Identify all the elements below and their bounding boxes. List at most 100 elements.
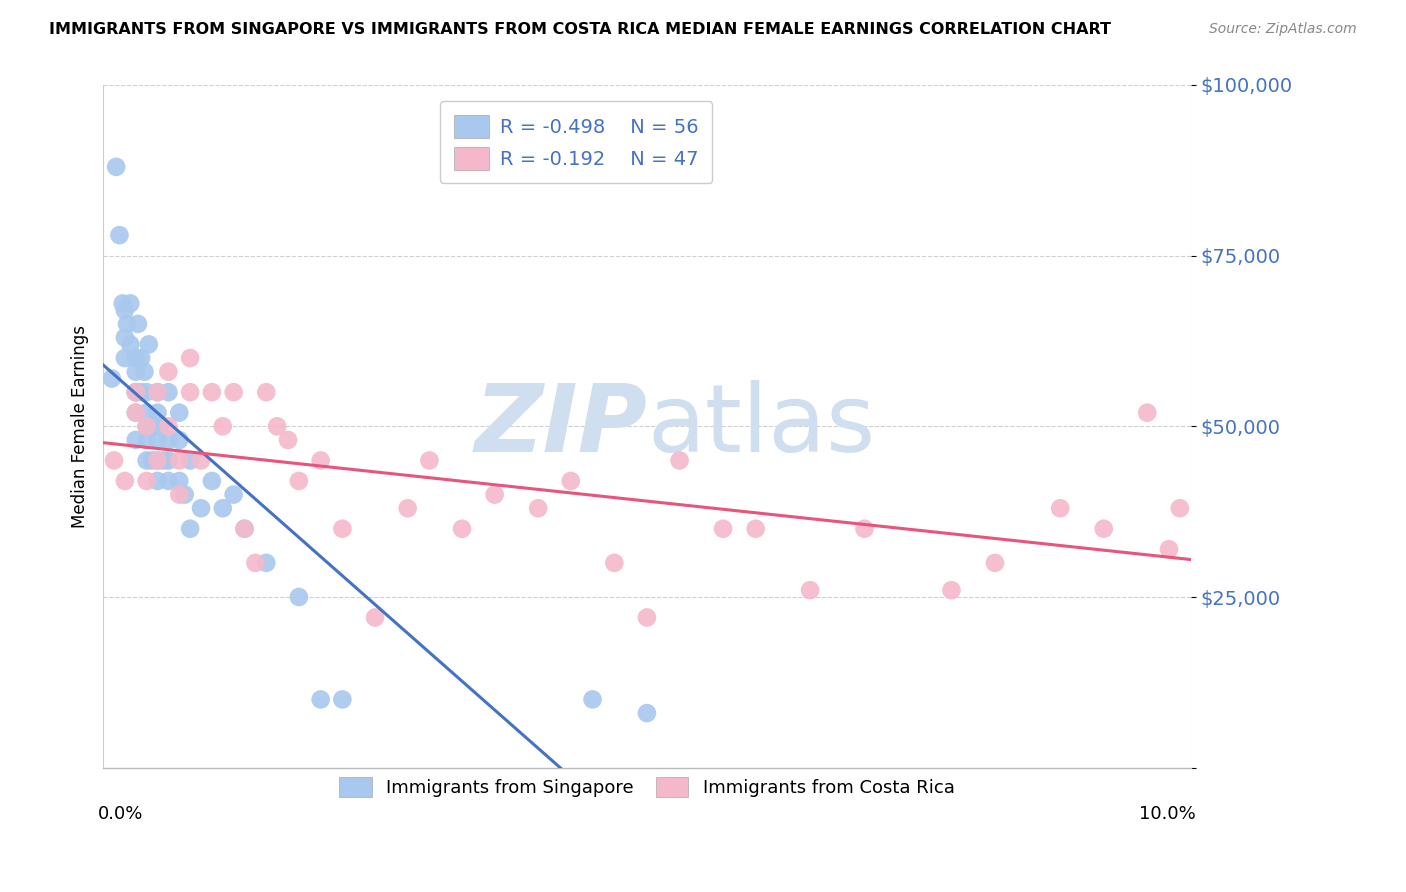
Point [125,406,148,420]
Point [167,433,190,447]
Point [451,522,474,536]
Point [125,433,148,447]
Point [222,487,245,501]
Point [1136,406,1159,420]
Point [254,556,277,570]
Point [103,453,125,467]
Point [105,160,128,174]
Point [179,351,201,365]
Point [152,453,174,467]
Point [146,406,169,420]
Point [941,583,963,598]
Point [141,419,163,434]
Point [146,453,169,467]
Point [125,385,148,400]
Point [101,371,124,385]
Point [167,453,190,467]
Point [129,351,152,365]
Point [125,385,148,400]
Point [364,610,387,624]
Point [157,419,180,434]
Point [146,474,169,488]
Point [277,433,299,447]
Point [125,351,148,365]
Point [157,385,180,400]
Point [744,522,766,536]
Point [201,474,224,488]
Point [1168,501,1191,516]
Point [179,453,201,467]
Point [288,474,311,488]
Point [146,433,169,447]
Point [1157,542,1180,557]
Point [190,453,212,467]
Point [120,337,142,351]
Text: 10.0%: 10.0% [1139,805,1197,823]
Point [179,522,201,536]
Point [135,474,157,488]
Point [146,453,169,467]
Point [288,590,311,604]
Point [309,692,332,706]
Text: Source: ZipAtlas.com: Source: ZipAtlas.com [1209,22,1357,37]
Point [167,487,190,501]
Point [157,365,180,379]
Point [138,337,160,351]
Point [254,385,277,400]
Point [135,433,157,447]
Point [108,228,131,243]
Point [309,453,332,467]
Point [167,406,190,420]
Point [222,385,245,400]
Point [853,522,876,536]
Point [527,501,550,516]
Point [332,692,354,706]
Point [1092,522,1115,536]
Point [125,385,148,400]
Point [135,385,157,400]
Point [233,522,256,536]
Point [245,556,267,570]
Point [146,385,169,400]
Point [135,406,157,420]
Point [120,296,142,310]
Text: ZIP: ZIP [474,380,647,473]
Point [603,556,626,570]
Point [129,385,152,400]
Point [560,474,582,488]
Point [396,501,419,516]
Point [114,351,136,365]
Point [173,487,195,501]
Point [636,706,658,720]
Point [114,474,136,488]
Text: IMMIGRANTS FROM SINGAPORE VS IMMIGRANTS FROM COSTA RICA MEDIAN FEMALE EARNINGS C: IMMIGRANTS FROM SINGAPORE VS IMMIGRANTS … [49,22,1111,37]
Point [149,419,172,434]
Point [233,522,256,536]
Point [114,303,136,318]
Point [115,317,138,331]
Text: atlas: atlas [647,380,875,473]
Point [146,385,169,400]
Point [668,453,690,467]
Point [135,419,157,434]
Point [190,501,212,516]
Point [636,610,658,624]
Point [418,453,440,467]
Point [141,453,163,467]
Point [114,330,136,344]
Legend: Immigrants from Singapore, Immigrants from Costa Rica: Immigrants from Singapore, Immigrants fr… [330,767,963,806]
Point [125,365,148,379]
Point [484,487,506,501]
Point [111,296,134,310]
Y-axis label: Median Female Earnings: Median Female Earnings [72,325,89,528]
Point [125,406,148,420]
Point [984,556,1007,570]
Point [157,474,180,488]
Point [135,453,157,467]
Point [167,474,190,488]
Point [127,317,149,331]
Point [581,692,603,706]
Point [266,419,288,434]
Point [211,419,233,434]
Text: 0.0%: 0.0% [97,805,143,823]
